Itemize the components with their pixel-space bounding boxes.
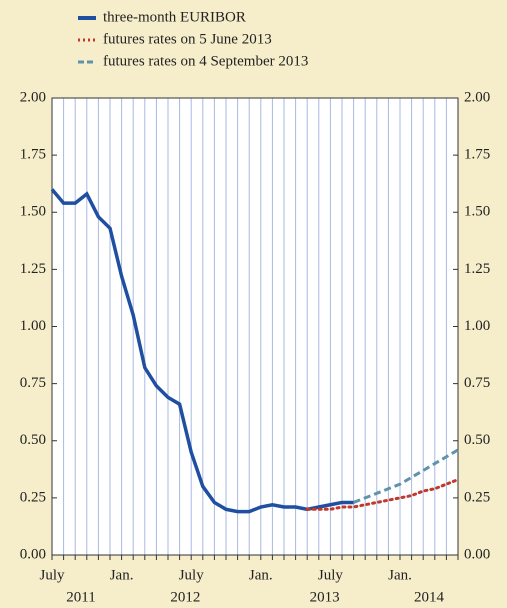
y2-tick-label: 2.00 — [464, 89, 490, 105]
y2-tick-label: 0.00 — [464, 546, 490, 562]
y-tick-label: 1.75 — [20, 147, 46, 163]
legend-label: futures rates on 5 June 2013 — [103, 31, 272, 47]
x-tick-label: July — [179, 567, 205, 583]
y2-tick-label: 1.75 — [464, 147, 490, 163]
y-tick-label: 0.75 — [20, 375, 46, 391]
y2-tick-label: 1.25 — [464, 261, 490, 277]
x-tick-label: Jan. — [249, 567, 273, 583]
x-year-label: 2012 — [170, 589, 200, 605]
x-tick-label: Jan. — [110, 567, 134, 583]
plot-border — [51, 97, 459, 556]
y2-tick-label: 1.00 — [464, 318, 490, 334]
y-tick-label: 1.25 — [20, 261, 46, 277]
legend-label: futures rates on 4 September 2013 — [103, 53, 308, 69]
y-tick-label: 1.50 — [20, 204, 46, 220]
x-year-label: 2011 — [66, 589, 95, 605]
series-line — [305, 478, 460, 511]
y2-tick-label: 1.50 — [464, 204, 490, 220]
y-tick-label: 0.25 — [20, 489, 46, 505]
legend-label: three-month EURIBOR — [103, 9, 246, 25]
y2-tick-label: 0.25 — [464, 489, 490, 505]
series-line — [50, 188, 354, 514]
x-tick-label: July — [318, 567, 344, 583]
y2-tick-label: 0.75 — [464, 375, 490, 391]
y-tick-label: 2.00 — [20, 89, 46, 105]
series-line — [353, 448, 459, 504]
y-tick-label: 0.50 — [20, 432, 46, 448]
x-year-label: 2013 — [310, 589, 340, 605]
y2-tick-label: 0.50 — [464, 432, 490, 448]
x-year-label: 2014 — [414, 589, 445, 605]
x-tick-label: Jan. — [388, 567, 412, 583]
y-tick-label: 0.00 — [20, 546, 46, 562]
x-tick-label: July — [39, 567, 65, 583]
plot-area — [52, 98, 458, 555]
y-tick-label: 1.00 — [20, 318, 46, 334]
